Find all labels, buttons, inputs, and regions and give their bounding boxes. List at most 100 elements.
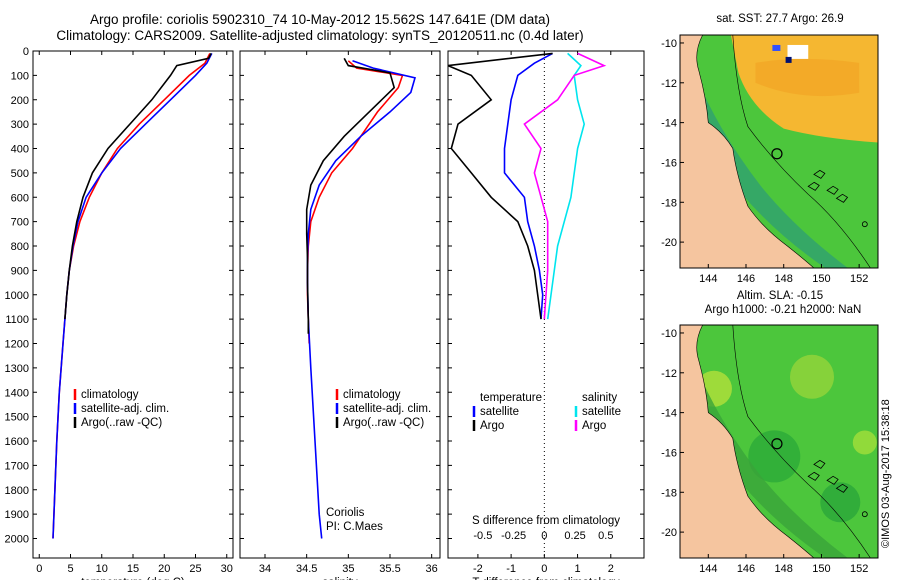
x-axis-label: T difference from climatology — [472, 577, 619, 580]
x-tick-label: 36 — [426, 563, 438, 575]
x-tick-label: 34 — [259, 563, 271, 575]
lon-tick-label: 144 — [699, 563, 717, 575]
sst-map-content — [680, 35, 878, 268]
x-axis-label: salinity — [322, 577, 357, 580]
y-tick-label: 100 — [11, 70, 29, 82]
sla-blob — [748, 430, 801, 483]
s-axis-label: S difference from climatology — [472, 515, 620, 527]
x-tick-label: 0 — [36, 563, 42, 575]
lat-tick-label: -18 — [661, 197, 677, 209]
y-tick-label: 1800 — [5, 485, 29, 497]
y-tick-label: 1900 — [5, 509, 29, 521]
y-tick-label: 400 — [11, 144, 29, 156]
series-line-temperature-satellite — [503, 52, 553, 320]
legend-label: Argo(..raw -QC) — [81, 417, 162, 429]
x-tick-label: 15 — [127, 563, 139, 575]
lat-tick-label: -16 — [661, 157, 677, 169]
lon-tick-label: 152 — [850, 563, 868, 575]
x-tick-label: -2 — [473, 563, 483, 575]
y-tick-label: 1300 — [5, 363, 29, 375]
lat-tick-label: -14 — [661, 408, 677, 420]
x-tick-label: 1 — [574, 563, 580, 575]
land-queensland — [680, 325, 815, 558]
panel-temperature: 0100200300400500600700800900100011001200… — [5, 46, 234, 580]
y-tick-label: 300 — [11, 119, 29, 131]
land-queensland — [680, 35, 815, 268]
island — [813, 459, 826, 469]
sst-map: -10 -12 -14 -16 -18 -20 144 146 148 150 152 — [661, 34, 879, 285]
plot-frame — [239, 50, 441, 559]
map-frame — [679, 34, 879, 269]
island — [835, 193, 849, 203]
y-tick-label: 600 — [11, 192, 29, 204]
sst-map-label: sat. SST: 27.7 Argo: 26.9 — [716, 13, 844, 25]
island — [807, 181, 820, 191]
sla-map: -10 -12 -14 -16 -18 -20 144 146 148 150 152 — [661, 324, 879, 575]
warm-sst-core — [755, 58, 860, 97]
argo-height-label: Argo h1000: -0.21 h2000: NaN — [704, 304, 862, 316]
lat-tick-label: -16 — [661, 447, 677, 459]
lon-tick-label: 148 — [775, 273, 793, 285]
s-tick-label: -0.5 — [473, 530, 492, 542]
y-tick-label: 800 — [11, 241, 29, 253]
x-tick-label: 20 — [158, 563, 170, 575]
mooring-marker — [861, 511, 868, 518]
x-tick-label: 10 — [96, 563, 108, 575]
sla-map-content — [680, 325, 878, 558]
float-position-marker — [771, 148, 783, 160]
island — [826, 185, 839, 195]
y-tick-label: 1100 — [5, 314, 29, 326]
legend-label: climatology — [343, 389, 401, 401]
island — [835, 483, 849, 493]
legend-label: Argo — [582, 420, 606, 432]
lat-tick-label: -14 — [661, 118, 677, 130]
mooring-marker — [861, 221, 868, 228]
lat-tick-label: -12 — [661, 78, 677, 90]
series-line-argo-raw-qc- — [64, 53, 212, 320]
series-line-satellite-adj-clim- — [52, 53, 213, 539]
island — [826, 475, 839, 485]
series-line-argo-raw-qc- — [305, 57, 396, 334]
legend-label: satellite-adj. clim. — [81, 403, 169, 415]
y-tick-label: 1000 — [5, 290, 29, 302]
legend-header-temperature: temperature — [480, 392, 542, 404]
lon-tick-label: 148 — [775, 563, 793, 575]
legend-label: climatology — [81, 389, 139, 401]
y-tick-label: 1600 — [5, 436, 29, 448]
x-axis-label: temperature (deg C) — [81, 577, 185, 580]
lat-tick-label: -12 — [661, 368, 677, 380]
x-tick-label: 30 — [221, 563, 233, 575]
legend-label: satellite — [480, 406, 519, 418]
lat-tick-label: -20 — [661, 527, 677, 539]
legend-label: Argo — [480, 420, 504, 432]
y-tick-label: 1200 — [5, 339, 29, 351]
lon-tick-label: 150 — [812, 563, 830, 575]
lon-tick-label: 150 — [812, 273, 830, 285]
plot-frame — [32, 50, 234, 559]
y-tick-label: 1500 — [5, 412, 29, 424]
lon-tick-label: 146 — [737, 563, 755, 575]
series-line-climatology — [52, 53, 211, 539]
y-tick-label: 1700 — [5, 460, 29, 472]
lon-tick-label: 152 — [850, 273, 868, 285]
lat-tick-label: -10 — [661, 38, 677, 50]
series-line-satellite-adj-clim- — [306, 60, 417, 539]
s-tick-label: 0.25 — [564, 530, 585, 542]
panel-salinity: 34 34.5 35 35.5 36 salinity — [239, 50, 441, 580]
x-tick-label: -1 — [506, 563, 516, 575]
sla-blob — [820, 482, 861, 523]
y-tick-label: 2000 — [5, 534, 29, 546]
series-line-temperature-argo — [448, 52, 553, 320]
panel-difference: -2 -1 0 1 2 T difference from climatology — [447, 50, 645, 580]
cloud-gap — [787, 44, 809, 59]
platform-pi: PI: C.Maes — [326, 521, 383, 533]
series-line-climatology — [306, 60, 404, 344]
reef-outline — [732, 325, 871, 558]
x-tick-label: 25 — [189, 563, 201, 575]
y-tick-label: 200 — [11, 95, 29, 107]
legend-label: satellite — [582, 406, 621, 418]
s-tick-label: 0 — [541, 530, 547, 542]
y-tick-label: 900 — [11, 265, 29, 277]
series-line-salinity-argo — [523, 52, 607, 320]
